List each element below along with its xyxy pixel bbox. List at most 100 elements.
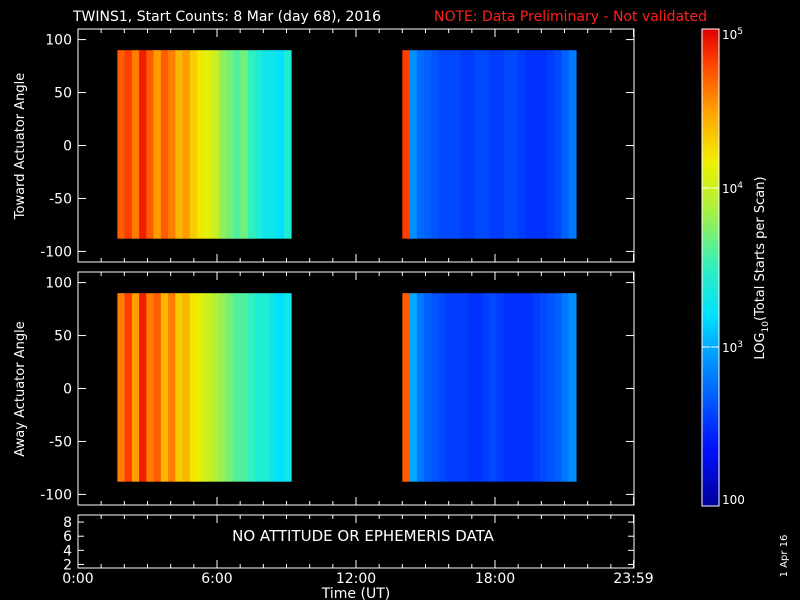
away-heatmap xyxy=(117,293,577,482)
heatmap-cell xyxy=(117,50,126,239)
heatmap-cell xyxy=(525,293,534,482)
y-tick-label: 6 xyxy=(63,529,72,545)
heatmap-cell xyxy=(532,293,541,482)
heatmap-cell xyxy=(124,50,133,239)
heatmap-cell xyxy=(453,293,461,482)
heatmap-cell xyxy=(561,293,570,482)
heatmap-cell xyxy=(489,293,497,482)
heatmap-cell xyxy=(233,50,241,239)
colorbar-tick-label: 104 xyxy=(722,181,743,196)
heatmap-cell xyxy=(240,293,249,482)
heatmap-cell xyxy=(168,293,176,482)
heatmap-cell xyxy=(518,293,526,482)
heatmap-cell xyxy=(247,50,256,239)
colorbar-ticks: 105 104 103 100 xyxy=(702,27,745,507)
heatmap-cell xyxy=(460,293,468,482)
x-tick-label: 18:00 xyxy=(475,571,515,587)
heatmap-cell xyxy=(182,50,191,239)
heatmap-cell xyxy=(153,50,162,239)
away-ylabel: Away Actuator Angle xyxy=(13,321,28,456)
y-tick-label: 0 xyxy=(63,382,72,398)
heatmap-cell xyxy=(489,50,497,239)
y-tick-label: 50 xyxy=(54,86,72,102)
heatmap-cell xyxy=(474,293,483,482)
heatmap-cell xyxy=(525,50,534,239)
heatmap-cell xyxy=(283,50,292,239)
heatmap-cell xyxy=(204,293,212,482)
heatmap-cell xyxy=(474,50,483,239)
y-tick-label: -50 xyxy=(49,191,72,207)
x-axis-label: Time (UT) xyxy=(321,586,390,600)
x-tick-label: 12:00 xyxy=(336,571,376,587)
heatmap-cell xyxy=(431,293,440,482)
colorbar-tick-label: 100 xyxy=(722,493,745,507)
heatmap-cell xyxy=(131,293,140,482)
heatmap-cell xyxy=(503,293,512,482)
y-tick-label: 0 xyxy=(63,139,72,155)
heatmap-cell xyxy=(283,293,292,482)
heatmap-cell xyxy=(139,293,147,482)
heatmap-cell xyxy=(269,50,278,239)
y-tick-label: 50 xyxy=(54,329,72,345)
heatmap-cell xyxy=(225,50,234,239)
heatmap-cell xyxy=(467,50,476,239)
heatmap-cell xyxy=(262,293,270,482)
heatmap-cell xyxy=(496,50,505,239)
heatmap-cell xyxy=(189,50,198,239)
heatmap-cell xyxy=(153,293,162,482)
heatmap-cell xyxy=(197,293,205,482)
y-tick-label: 4 xyxy=(63,543,72,559)
heatmap-cell xyxy=(496,293,505,482)
heatmap-cell xyxy=(240,50,249,239)
heatmap-cell xyxy=(568,50,577,239)
away-angle-panel: 100 50 0 -50 -100 Away Actuator Angle xyxy=(13,271,635,506)
heatmap-cell xyxy=(218,293,227,482)
colorbar-tick-label: 105 xyxy=(722,27,743,42)
heatmap-cell xyxy=(510,293,519,482)
heatmap-cell xyxy=(247,293,256,482)
heatmap-cell xyxy=(416,50,425,239)
heatmap-cell xyxy=(554,50,563,239)
heatmap-cell xyxy=(117,293,126,482)
heatmap-cell xyxy=(481,293,490,482)
generation-date: 1 Apr 16 xyxy=(779,535,790,578)
heatmap-cell xyxy=(175,50,184,239)
heatmap-cell xyxy=(561,50,570,239)
x-tick-label: 23:59 xyxy=(613,571,653,587)
heatmap-cell xyxy=(431,50,440,239)
y-tick-label: 100 xyxy=(45,276,72,292)
preliminary-note: NOTE: Data Preliminary - Not validated xyxy=(434,9,707,25)
heatmap-cell xyxy=(416,293,425,482)
y-tick-label: 2 xyxy=(63,557,72,573)
heatmap-cell xyxy=(409,50,418,239)
toward-heatmap xyxy=(117,50,577,239)
heatmap-cell xyxy=(481,50,490,239)
heatmap-cell xyxy=(467,293,476,482)
colorbar-label: LOG10(Total Starts per Scan) xyxy=(753,176,771,359)
heatmap-cell xyxy=(445,293,454,482)
heatmap-cell xyxy=(168,50,176,239)
heatmap-cell xyxy=(510,50,519,239)
heatmap-cell xyxy=(139,50,147,239)
heatmap-cell xyxy=(146,293,155,482)
heatmap-cell xyxy=(276,50,285,239)
toward-angle-panel: 100 50 0 -50 -100 Toward Actuator Angle xyxy=(13,28,635,263)
heatmap-cell xyxy=(547,50,555,239)
heatmap-cell xyxy=(233,293,241,482)
heatmap-cell xyxy=(146,50,155,239)
x-tick-label: 6:00 xyxy=(201,571,232,587)
plot-title: TWINS1, Start Counts: 8 Mar (day 68), 20… xyxy=(72,9,381,25)
heatmap-cell xyxy=(254,50,263,239)
heatmap-cell xyxy=(532,50,541,239)
heatmap-cell xyxy=(131,50,140,239)
y-tick-label: 8 xyxy=(63,515,72,531)
heatmap-cell xyxy=(211,293,220,482)
heatmap-cell xyxy=(539,293,548,482)
heatmap-cell xyxy=(211,50,220,239)
toward-ylabel: Toward Actuator Angle xyxy=(13,73,28,220)
heatmap-cell xyxy=(124,293,133,482)
y-tick-label: -50 xyxy=(49,434,72,450)
heatmap-cell xyxy=(453,50,461,239)
